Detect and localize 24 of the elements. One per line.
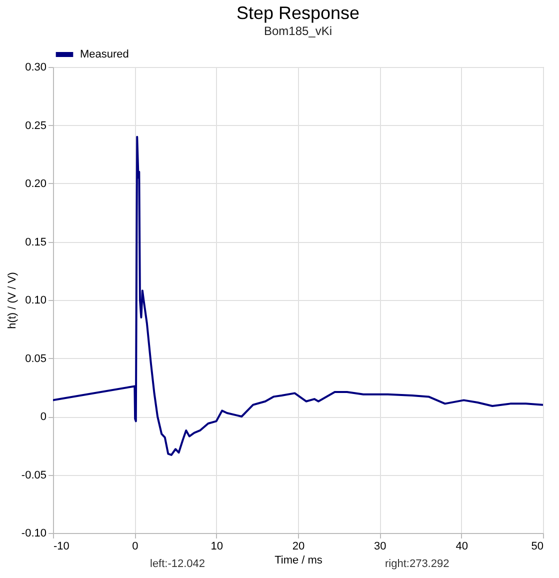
y-tick-label: -0.10: [21, 528, 46, 540]
y-tick-label: -0.05: [21, 469, 46, 482]
x-axis-title: Time / ms: [274, 554, 323, 566]
text: left:-12.042: [150, 558, 206, 570]
legend-label: Measured: [80, 48, 129, 60]
line-series: [53, 136, 543, 456]
chart-title: Step Response: [236, 3, 360, 23]
x-tick-label: 0: [132, 540, 138, 552]
y-tick-label: 0.25: [25, 120, 46, 132]
y-tick-label: 0.05: [25, 352, 46, 365]
x-tick-label: -10: [54, 540, 70, 552]
chart-subtitle: Bom185_vKi: [264, 24, 332, 38]
x-tick-label: 20: [292, 540, 305, 552]
text: right:273.292: [385, 558, 450, 570]
y-axis-title: h(t) / (V / V): [6, 272, 18, 329]
y-tick-label: 0.20: [25, 178, 46, 190]
y-tick-label: 0: [40, 411, 46, 423]
y-tick-label: 0.30: [25, 62, 46, 74]
x-tick-label: 10: [210, 540, 223, 552]
x-tick-label: 30: [374, 540, 386, 552]
x-tick-label: 40: [456, 540, 468, 552]
y-tick-label: 0.15: [25, 236, 46, 248]
y-tick-label: 0.10: [25, 294, 46, 306]
x-tick-label: 50: [531, 540, 544, 552]
